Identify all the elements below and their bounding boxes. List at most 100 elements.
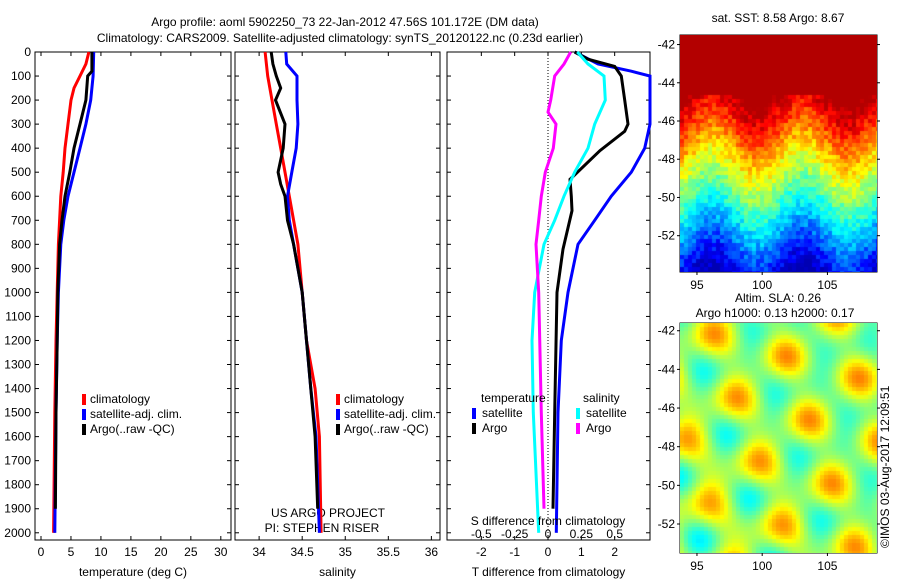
s-tick-label: -0.5 (471, 527, 492, 541)
s-tick-label: 0.5 (606, 527, 623, 541)
series-line-argo-raw-qc- (53, 52, 94, 509)
x-tick-label: -1 (509, 545, 520, 559)
lat-tick-label: -46 (658, 114, 676, 128)
map-subtitle: Argo h1000: 0.13 h2000: 0.17 (696, 306, 855, 320)
legend-label: climatology (90, 392, 150, 406)
watermark-line-1: US ARGO PROJECT (271, 506, 386, 520)
y-tick-label: 1200 (4, 333, 31, 347)
x-tick-label: 10 (94, 545, 108, 559)
x-tick-label: 20 (154, 545, 168, 559)
y-tick-label: 1500 (4, 406, 31, 420)
lat-tick-label: -50 (658, 190, 676, 204)
credit-text: ©IMOS 03-Aug-2017 12:09:51 (878, 385, 892, 548)
lon-tick-label: 100 (752, 559, 772, 573)
map-title: sat. SST: 8.58 Argo: 8.67 (712, 11, 845, 25)
map-title: Altim. SLA: 0.26 (735, 291, 821, 305)
series-line-satellite-adj-clim- (53, 51, 96, 533)
x-tick-label: 2 (611, 545, 618, 559)
lat-tick-label: -42 (658, 324, 676, 338)
sla-map-image (680, 323, 877, 553)
y-tick-label: 800 (11, 237, 31, 251)
x-tick-label: 35.5 (377, 545, 401, 559)
y-tick-label: 1400 (4, 382, 31, 396)
series-line-argo (534, 51, 573, 509)
legend-header: salinity (583, 391, 620, 405)
lon-tick-label: 95 (690, 278, 704, 292)
y-tick-label: 1800 (4, 478, 31, 492)
y-tick-label: 2000 (4, 526, 31, 540)
lat-tick-label: -52 (658, 229, 676, 243)
x-tick-label: 5 (68, 545, 75, 559)
s-axis-label: S difference from climatology (471, 514, 626, 528)
x-tick-label: 36 (425, 545, 439, 559)
y-tick-label: 200 (11, 93, 31, 107)
y-tick-label: 100 (11, 69, 31, 83)
lat-tick-label: -46 (658, 401, 676, 415)
profile-panel-3 (446, 50, 652, 541)
legend-swatch (82, 424, 86, 435)
y-tick-label: 1700 (4, 454, 31, 468)
lon-tick-label: 100 (752, 278, 772, 292)
x-tick-label: 30 (214, 545, 228, 559)
lat-tick-label: -42 (658, 38, 676, 52)
x-tick-label: 34.5 (291, 545, 315, 559)
legend-label: satellite-adj. clim. (344, 407, 436, 421)
lat-tick-label: -44 (658, 76, 676, 90)
legend-header: temperature (481, 391, 546, 405)
figure-subtitle: Climatology: CARS2009. Satellite-adjuste… (97, 31, 583, 45)
legend-label: Argo (482, 421, 508, 435)
y-tick-label: 1600 (4, 430, 31, 444)
legend-label: satellite (482, 406, 523, 420)
x-tick-label: 35 (339, 545, 353, 559)
x-tick-label: -2 (476, 545, 487, 559)
y-tick-label: 400 (11, 141, 31, 155)
lon-tick-label: 105 (817, 278, 837, 292)
legend-label: climatology (344, 392, 404, 406)
y-tick-label: 1000 (4, 285, 31, 299)
lat-tick-label: -52 (658, 517, 676, 531)
x-tick-label: 0 (545, 545, 552, 559)
profile-panel-1 (34, 51, 232, 541)
y-tick-label: 700 (11, 213, 31, 227)
legend-label: Argo(..raw -QC) (90, 422, 175, 436)
legend-swatch (336, 424, 340, 435)
lat-tick-label: -48 (658, 440, 676, 454)
legend-label: satellite (586, 406, 627, 420)
lat-tick-label: -50 (658, 478, 676, 492)
lat-tick-label: -48 (658, 152, 676, 166)
y-tick-label: 900 (11, 261, 31, 275)
figure-title: Argo profile: aoml 5902250_73 22-Jan-201… (151, 15, 539, 29)
axes-frame (234, 51, 441, 541)
y-tick-label: 0 (24, 45, 31, 59)
y-tick-label: 500 (11, 165, 31, 179)
x-tick-label: 15 (124, 545, 138, 559)
x-axis-label: temperature (deg C) (79, 565, 187, 579)
x-tick-label: 34 (252, 545, 266, 559)
legend-swatch (576, 408, 580, 419)
legend-swatch (82, 394, 86, 405)
y-tick-label: 300 (11, 117, 31, 131)
lon-tick-label: 105 (817, 559, 837, 573)
profile-panel-2 (234, 51, 441, 541)
legend-swatch (576, 423, 580, 434)
axes-frame (34, 51, 232, 541)
legend-swatch (336, 409, 340, 420)
y-tick-label: 1300 (4, 358, 31, 372)
x-axis-label: T difference from climatology (472, 565, 626, 579)
legend-swatch (336, 394, 340, 405)
series-line-argo-raw-qc- (269, 51, 320, 509)
legend-swatch (472, 408, 476, 419)
x-tick-label: 1 (578, 545, 585, 559)
lat-tick-label: -44 (658, 362, 676, 376)
series-line-satellite (530, 51, 607, 533)
legend-label: Argo(..raw -QC) (344, 422, 429, 436)
x-tick-label: 0 (38, 545, 45, 559)
s-tick-label: -0.25 (501, 527, 529, 541)
legend-swatch (82, 409, 86, 420)
y-tick-label: 1900 (4, 502, 31, 516)
series-line-satellite (554, 50, 652, 533)
legend-swatch (472, 423, 476, 434)
series-line-argo (551, 50, 630, 509)
